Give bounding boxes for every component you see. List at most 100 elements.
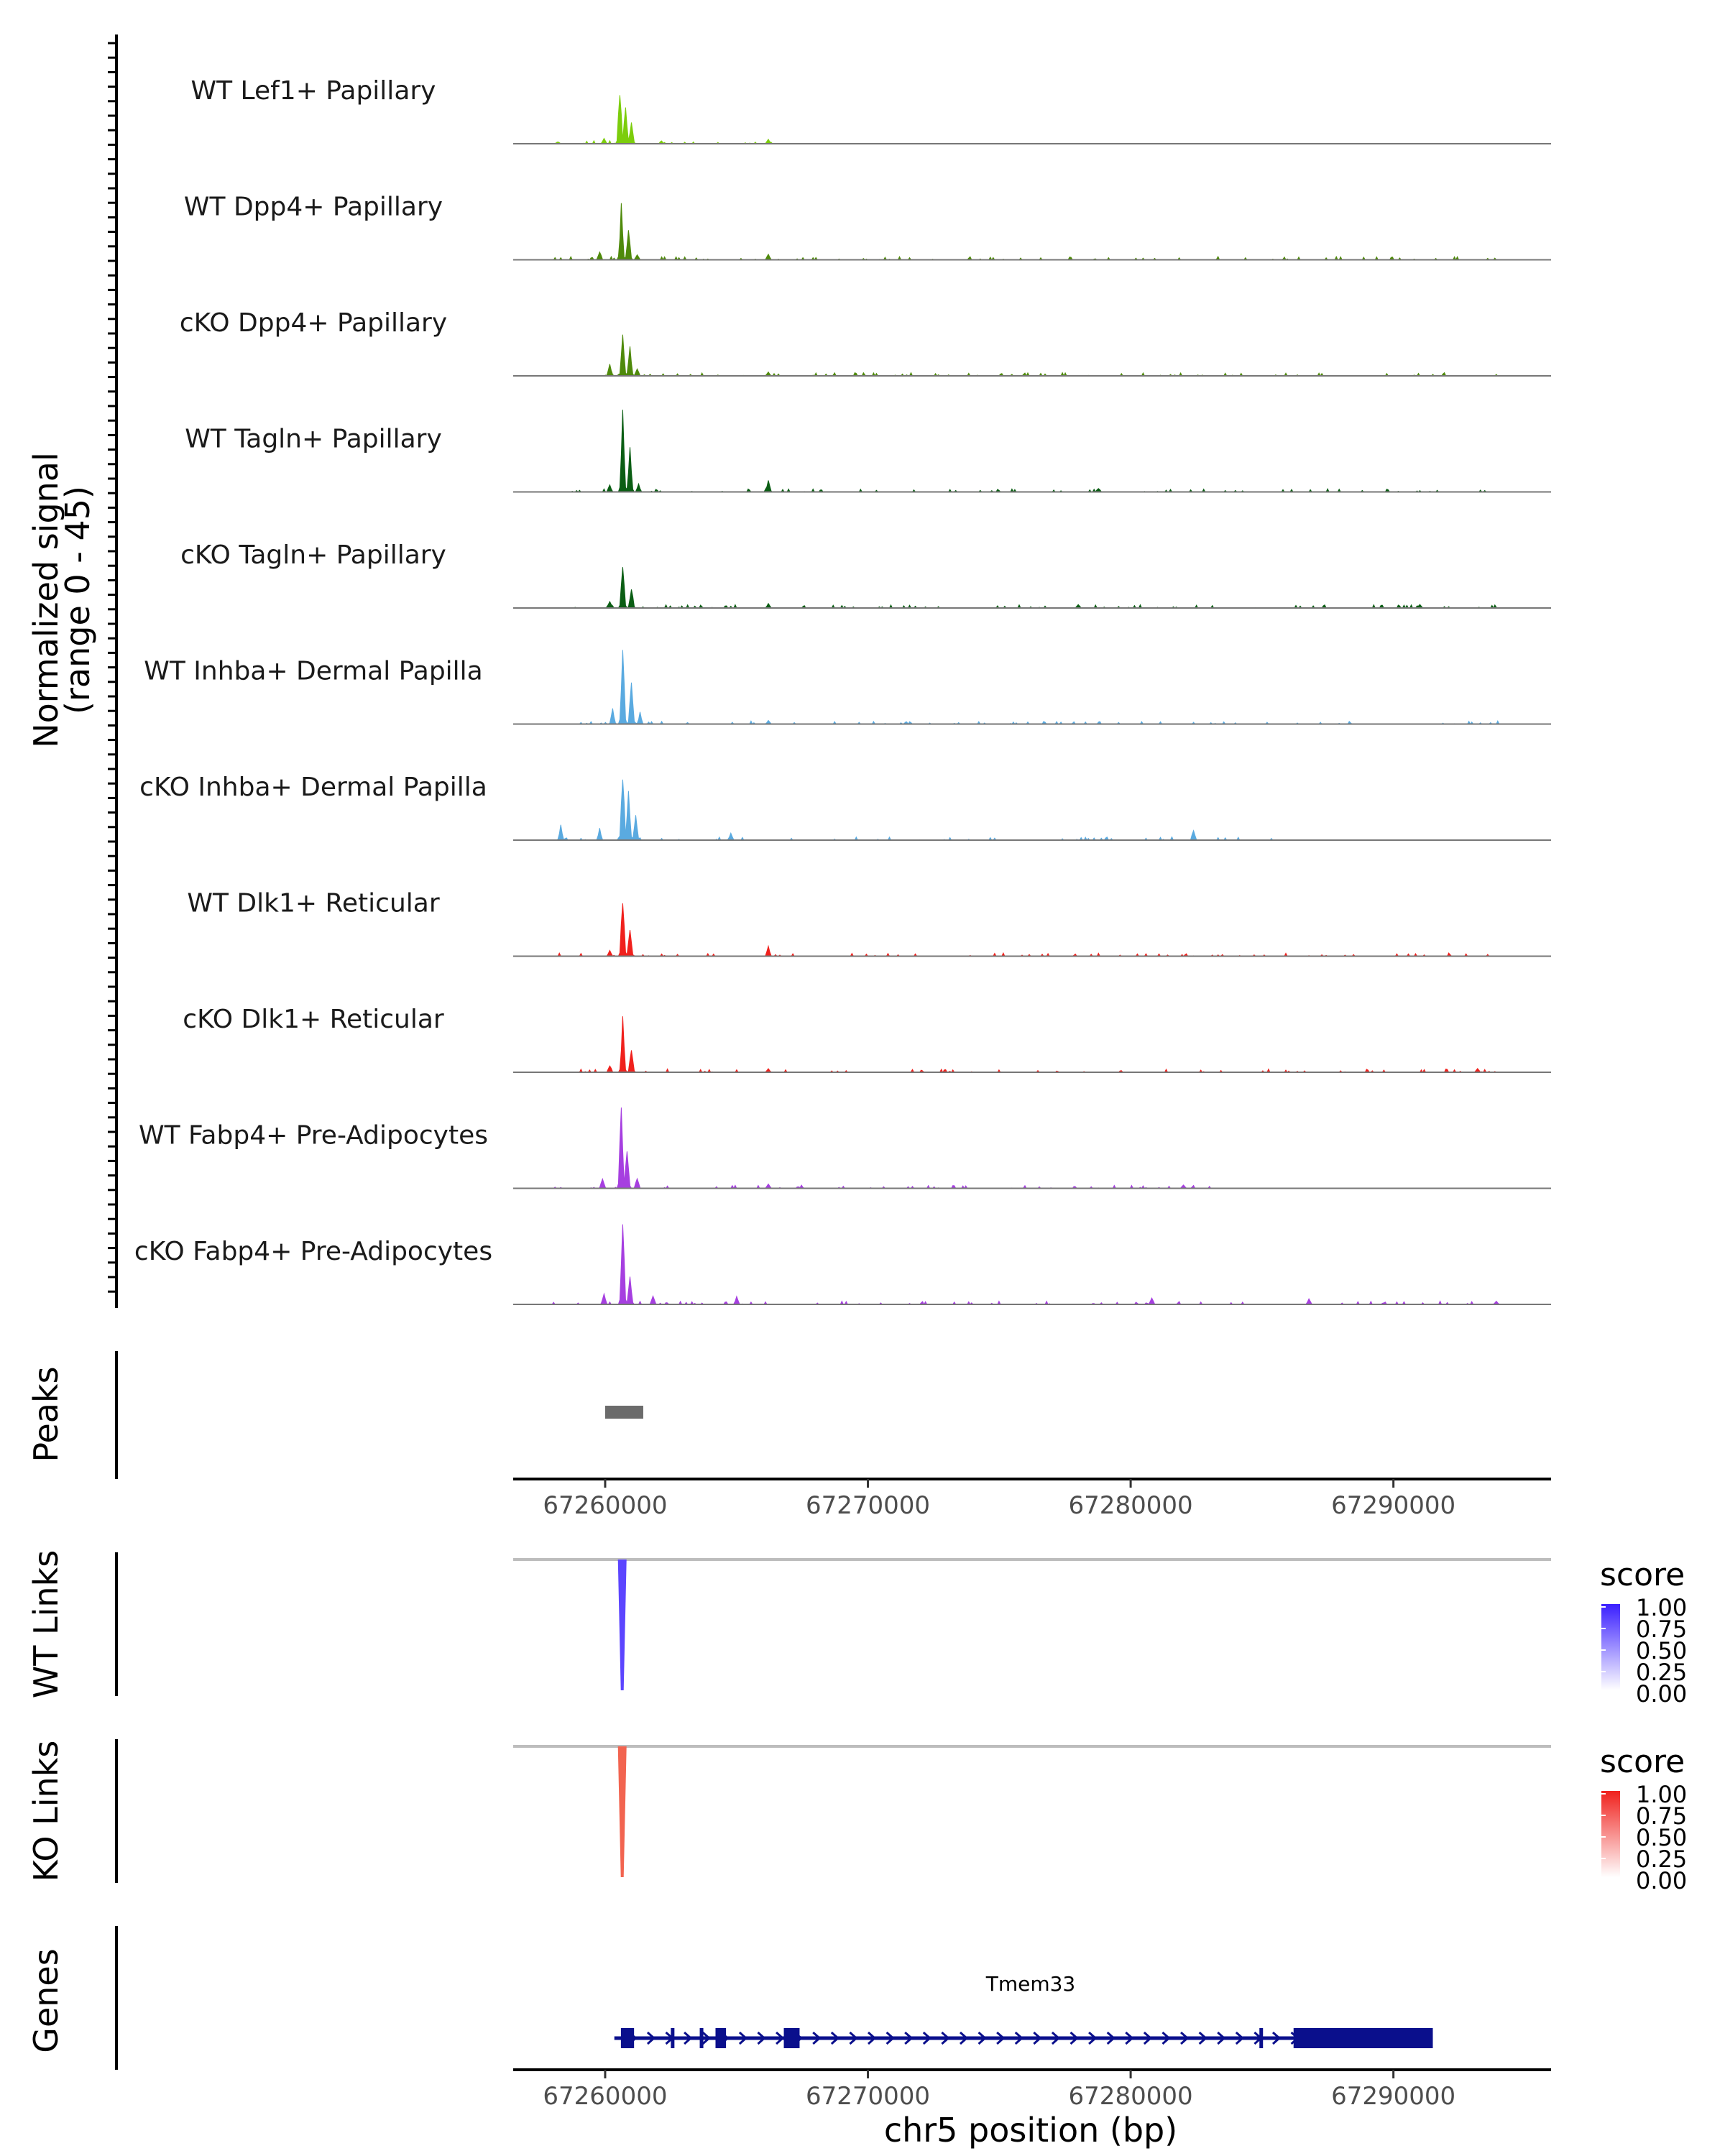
strand-arrow [1235, 2031, 1245, 2045]
track-label: cKO Fabp4+ Pre-Adipocytes [134, 1237, 492, 1266]
genes-track-label: Genes [27, 1948, 65, 2053]
track-label: cKO Tagln+ Papillary [180, 540, 446, 570]
strand-arrow [886, 2031, 895, 2045]
strand-arrow [959, 2031, 969, 2045]
track-label: WT Fabp4+ Pre-Adipocytes [139, 1121, 488, 1151]
gene-exon [699, 2028, 704, 2048]
peaks-track-label: Peaks [27, 1366, 65, 1462]
coverage-track: cKO Dpp4+ Papillary [180, 308, 1551, 377]
strand-arrow [1106, 2031, 1116, 2045]
strand-arrow [1143, 2031, 1153, 2045]
track-label: WT Lef1+ Papillary [191, 76, 436, 106]
strand-arrow [812, 2031, 822, 2045]
legend-tick-label: 1.00 [1636, 1594, 1687, 1621]
wt-links-legend: score 1.000.750.500.250.00 [1600, 1557, 1687, 1708]
ko-links-legend: score 1.000.750.500.250.00 [1600, 1743, 1687, 1894]
coverage-track: WT Inhba+ Dermal Papilla [144, 650, 1551, 725]
coverage-area [513, 1016, 1551, 1074]
strand-arrow [941, 2031, 950, 2045]
wt-legend-title: score [1600, 1557, 1685, 1593]
coverage-area [513, 567, 1551, 609]
gene-exon [715, 2028, 727, 2048]
legend-tick-label: 0.75 [1636, 1802, 1687, 1830]
x-tick-label: 67270000 [806, 2082, 930, 2111]
link-tracks [513, 1558, 1551, 1877]
strand-arrow [1088, 2031, 1098, 2045]
coverage-track: WT Dpp4+ Papillary [184, 193, 1551, 261]
strand-arrow [922, 2031, 932, 2045]
ko-links-track-label: KO Links [27, 1741, 65, 1882]
coverage-area [513, 650, 1551, 725]
track-label: cKO Dlk1+ Reticular [183, 1005, 444, 1034]
coverage-track: cKO Dlk1+ Reticular [183, 1005, 1551, 1074]
coverage-track: WT Tagln+ Papillary [185, 410, 1551, 493]
strand-arrow [738, 2031, 748, 2045]
gene-exon [620, 2028, 635, 2048]
strand-arrow [1033, 2031, 1042, 2045]
gene-exon [783, 2028, 800, 2048]
x-tick-label: 67280000 [1069, 1491, 1193, 1520]
strand-arrow [646, 2031, 656, 2045]
gene-name-label: Tmem33 [985, 1972, 1076, 1996]
strand-arrow [1125, 2031, 1134, 2045]
legend-tick-label: 0.50 [1636, 1637, 1687, 1664]
strand-arrow [978, 2031, 987, 2045]
ko-legend-title: score [1600, 1743, 1685, 1780]
track-label: WT Dpp4+ Papillary [184, 193, 443, 222]
legend-tick-label: 0.00 [1636, 1680, 1687, 1708]
track-label: cKO Dpp4+ Papillary [180, 308, 447, 338]
strand-arrow [1217, 2031, 1226, 2045]
strand-arrow [904, 2031, 914, 2045]
x-tick-label: 67290000 [1331, 2082, 1455, 2111]
coverage-area [513, 203, 1551, 261]
wt-legend-colorbar [1601, 1604, 1620, 1690]
coverage-area [513, 334, 1551, 377]
strand-arrow [1051, 2031, 1061, 2045]
strand-arrow [996, 2031, 1006, 2045]
coverage-track: cKO Fabp4+ Pre-Adipocytes [134, 1224, 1551, 1306]
strand-arrow [1271, 2031, 1282, 2045]
x-tick-label: 67280000 [1069, 2082, 1193, 2111]
coverage-track: cKO Inhba+ Dermal Papilla [139, 773, 1551, 841]
legend-tick-label: 0.75 [1636, 1616, 1687, 1643]
ko-legend-colorbar [1601, 1791, 1620, 1877]
x-axis-peaks: 67260000 67270000 67280000 67290000 [513, 1478, 1551, 1520]
coverage-area [513, 95, 1551, 144]
link-arc [617, 1560, 627, 1690]
coverage-y-ticks [108, 42, 116, 1293]
coverage-track: WT Lef1+ Papillary [191, 76, 1551, 144]
coverage-track: WT Dlk1+ Reticular [187, 889, 1551, 957]
coverage-area [513, 1224, 1551, 1306]
legend-tick-label: 0.25 [1636, 1846, 1687, 1873]
strand-arrow [830, 2031, 840, 2045]
gene-exon [1293, 2028, 1433, 2048]
coverage-area [513, 903, 1551, 957]
x-tick-label: 67290000 [1331, 1491, 1455, 1520]
wt-links-track-label: WT Links [27, 1550, 65, 1698]
y-axis-title: Normalized signal (range 0 - 45) [27, 452, 97, 748]
gene-exon [1259, 2028, 1264, 2048]
legend-tick-label: 0.50 [1636, 1824, 1687, 1851]
strand-arrow [849, 2031, 858, 2045]
track-label: WT Inhba+ Dermal Papilla [144, 657, 482, 686]
gene-exon [671, 2028, 675, 2048]
strand-arrow [684, 2031, 693, 2045]
y-axis-range-label: (range 0 - 45) [58, 486, 97, 714]
track-label: cKO Inhba+ Dermal Papilla [139, 773, 487, 802]
wt-legend-ticks: 1.000.750.500.250.00 [1601, 1594, 1687, 1708]
track-label: WT Tagln+ Papillary [185, 425, 442, 454]
coverage-area [513, 1107, 1551, 1189]
x-tick-label: 67260000 [543, 1491, 667, 1520]
y-axis-label: Normalized signal [27, 452, 65, 748]
x-axis-genes: 67260000 67270000 67280000 67290000 [513, 2068, 1551, 2111]
strand-arrow [1162, 2031, 1171, 2045]
strand-arrow [702, 2031, 711, 2045]
peaks-track [604, 1406, 643, 1419]
link-arc [617, 1746, 627, 1877]
x-tick-label: 67270000 [806, 1491, 930, 1520]
x-tick-label: 67260000 [543, 2082, 667, 2111]
coverage-tracks: WT Lef1+ Papillary WT Dpp4+ Papillary cKO … [134, 76, 1551, 1306]
legend-tick-label: 0.25 [1636, 1659, 1687, 1686]
legend-tick-label: 1.00 [1636, 1781, 1687, 1808]
